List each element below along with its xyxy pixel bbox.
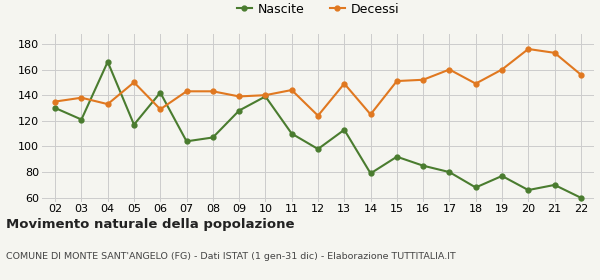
Nascite — [499, 174, 506, 178]
Decessi — [341, 82, 348, 85]
Nascite — [524, 188, 532, 192]
Decessi — [236, 95, 243, 98]
Decessi — [499, 68, 506, 71]
Nascite — [288, 132, 295, 135]
Nascite — [52, 106, 59, 110]
Decessi — [419, 78, 427, 81]
Line: Decessi: Decessi — [53, 46, 583, 118]
Nascite — [262, 95, 269, 98]
Decessi — [130, 81, 137, 84]
Text: Movimento naturale della popolazione: Movimento naturale della popolazione — [6, 218, 295, 231]
Nascite — [472, 186, 479, 189]
Decessi — [551, 51, 558, 55]
Text: COMUNE DI MONTE SANT'ANGELO (FG) - Dati ISTAT (1 gen-31 dic) - Elaborazione TUTT: COMUNE DI MONTE SANT'ANGELO (FG) - Dati … — [6, 252, 456, 261]
Nascite — [104, 60, 112, 64]
Nascite — [419, 164, 427, 167]
Nascite — [157, 91, 164, 94]
Decessi — [157, 108, 164, 111]
Decessi — [104, 102, 112, 106]
Nascite — [236, 109, 243, 112]
Decessi — [314, 114, 322, 117]
Legend: Nascite, Decessi: Nascite, Decessi — [232, 0, 404, 21]
Decessi — [472, 82, 479, 85]
Nascite — [551, 183, 558, 186]
Nascite — [446, 171, 453, 174]
Nascite — [209, 136, 217, 139]
Nascite — [183, 140, 190, 143]
Decessi — [183, 90, 190, 93]
Nascite — [577, 196, 584, 199]
Decessi — [367, 113, 374, 116]
Nascite — [393, 155, 400, 158]
Decessi — [262, 94, 269, 97]
Decessi — [524, 47, 532, 51]
Nascite — [367, 172, 374, 175]
Decessi — [209, 90, 217, 93]
Nascite — [341, 128, 348, 132]
Nascite — [314, 147, 322, 151]
Decessi — [52, 100, 59, 103]
Nascite — [130, 123, 137, 126]
Decessi — [78, 96, 85, 99]
Decessi — [393, 79, 400, 83]
Line: Nascite: Nascite — [53, 59, 583, 200]
Nascite — [78, 118, 85, 121]
Decessi — [577, 73, 584, 76]
Decessi — [288, 88, 295, 92]
Decessi — [446, 68, 453, 71]
